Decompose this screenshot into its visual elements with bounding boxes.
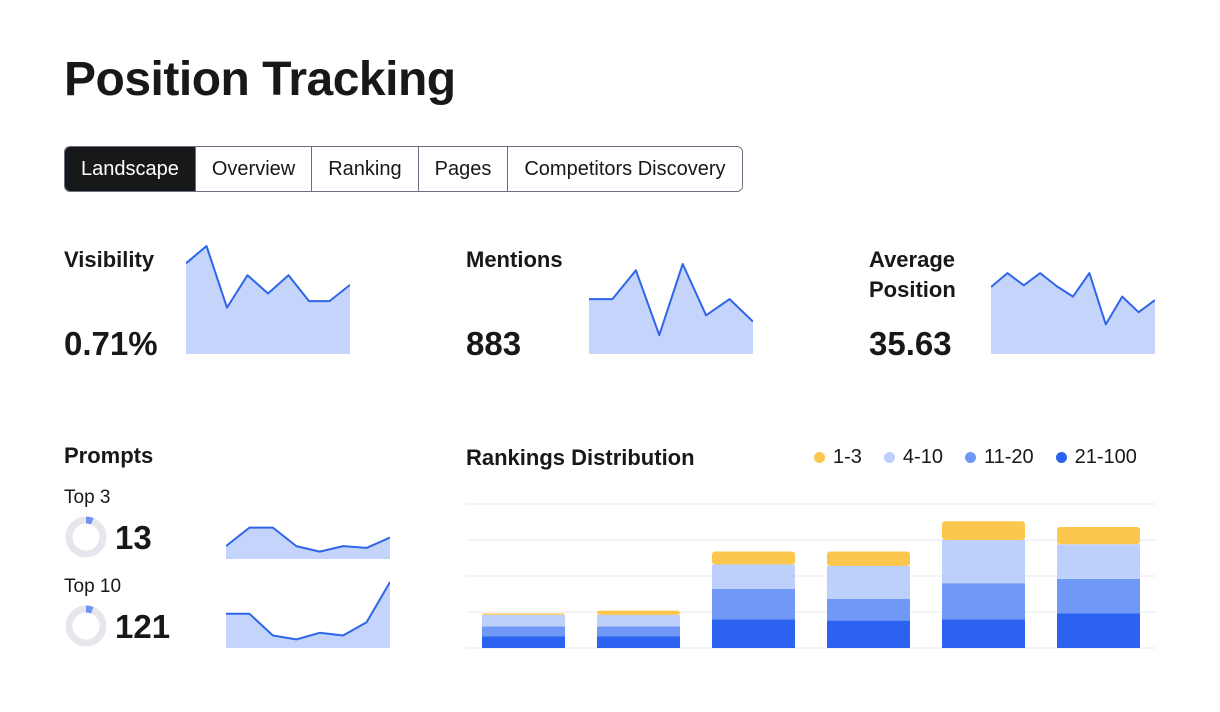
legend-label-11-20: 11-20: [983, 446, 1034, 468]
legend-item-1-3[interactable]: 1-3: [814, 446, 862, 469]
bar-segment-4-10: [1057, 544, 1140, 579]
bar-segment-4-10: [827, 565, 910, 599]
sparkline-area: [186, 246, 350, 354]
donut-fill: [65, 516, 107, 558]
donut-track: [65, 516, 107, 558]
legend-item-4-10[interactable]: 4-10: [883, 446, 943, 469]
tab-landscape[interactable]: Landscape: [65, 147, 196, 191]
bar-segment-11-20: [827, 599, 910, 621]
legend-dot-21-100: [1055, 452, 1067, 463]
bar-segment-11-20: [942, 583, 1025, 620]
sparkline-line: [991, 272, 1155, 326]
top10-donut: [65, 605, 107, 647]
bar-segment-21-100: [1057, 613, 1140, 648]
bar-segment-21-100: [942, 619, 1025, 648]
visibility-label: Visibility: [64, 247, 155, 272]
legend-label-21-100: 21-100: [1074, 446, 1137, 468]
sparkline-area: [991, 273, 1155, 354]
tab-ranking[interactable]: Ranking: [312, 147, 419, 191]
mentions-value: 883: [466, 325, 522, 362]
tab-bar: Landscape Overview Ranking Pages Competi…: [64, 146, 743, 192]
bar-segment-4-10: [597, 614, 680, 627]
bar-segment-21-100: [827, 620, 910, 648]
sparkline-area: [226, 582, 390, 648]
tab-overview[interactable]: Overview: [195, 147, 313, 191]
visibility-value: 0.71%: [64, 325, 158, 362]
legend-item-11-20[interactable]: 11-20: [964, 446, 1034, 469]
bar-segment-4-10: [482, 614, 565, 627]
sparkline-area: [226, 527, 390, 559]
bar-segment-11-20: [1057, 578, 1140, 614]
legend-label-4-10: 4-10: [902, 446, 943, 468]
bar-segment-4-10: [712, 564, 795, 589]
bar-segment-11-20: [482, 626, 565, 637]
sparkline-line: [186, 245, 350, 309]
average-position-label: Average Position: [869, 247, 956, 302]
bar-segment-1-3: [942, 521, 1025, 540]
sparkline-line: [226, 526, 390, 553]
mentions-sparkline: [589, 263, 753, 354]
bar-segment-1-3: [597, 610, 680, 615]
bar-segment-21-100: [597, 636, 680, 648]
page-title: Position Tracking: [64, 53, 456, 106]
bar-segment-1-3: [827, 551, 910, 566]
top10-value: 121: [115, 608, 171, 645]
mentions-label: Mentions: [466, 247, 563, 272]
rankings-distribution-chart: [466, 503, 1156, 649]
legend-dot-1-3: [814, 452, 825, 463]
bar-segment-11-20: [597, 626, 680, 637]
tab-pages[interactable]: Pages: [418, 147, 509, 191]
donut-fill: [65, 605, 107, 647]
bar-segment-21-100: [712, 619, 795, 648]
donut-track: [65, 605, 107, 647]
bar-segment-1-3: [1057, 527, 1140, 545]
sparkline-line: [589, 263, 753, 337]
average-position-value: 35.63: [869, 325, 952, 362]
chart-legend: 1-3 4-10 11-20 21-100: [814, 446, 1137, 469]
visibility-sparkline: [186, 245, 350, 354]
top3-sparkline: [226, 526, 390, 559]
legend-label-1-3: 1-3: [833, 446, 862, 468]
top10-sparkline: [226, 581, 390, 648]
bar-segment-1-3: [712, 551, 795, 565]
legend-dot-11-20: [964, 452, 976, 463]
bar-segment-1-3: [482, 613, 565, 615]
top3-value: 13: [115, 519, 152, 556]
bar-segment-4-10: [942, 540, 1025, 584]
top10-label: Top 10: [64, 576, 122, 597]
prompts-title: Prompts: [64, 443, 154, 468]
legend-item-21-100[interactable]: 21-100: [1055, 446, 1137, 469]
tab-competitors-discovery[interactable]: Competitors Discovery: [508, 147, 742, 191]
bar-segment-21-100: [482, 636, 565, 648]
average-position-sparkline: [991, 272, 1155, 354]
sparkline-area: [589, 264, 753, 354]
sparkline-line: [226, 581, 390, 641]
top3-donut: [65, 516, 107, 558]
top3-label: Top 3: [64, 487, 111, 508]
bar-segment-11-20: [712, 589, 795, 620]
rankings-distribution-title: Rankings Distribution: [466, 445, 695, 470]
legend-dot-4-10: [883, 452, 895, 463]
